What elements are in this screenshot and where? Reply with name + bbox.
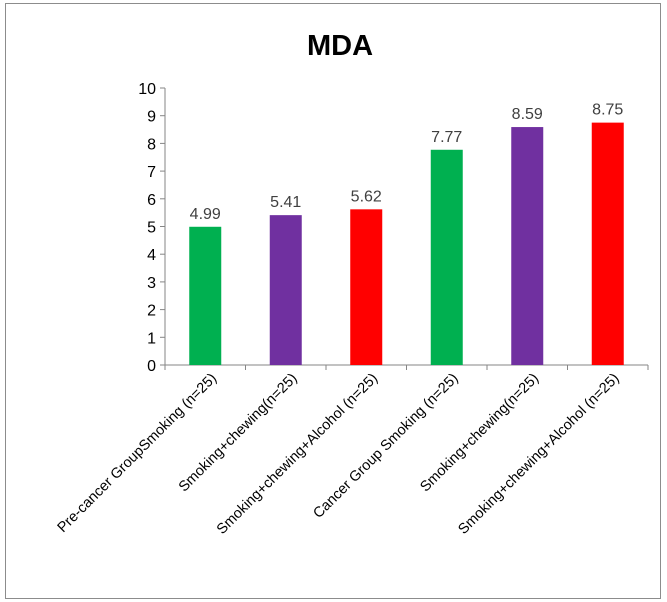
data-label: 8.75 [592,102,623,119]
bar [269,215,302,365]
bar [430,149,463,365]
bar [189,226,222,365]
y-tick-label: 1 [147,330,156,347]
y-tick-label: 7 [147,164,156,181]
chart-x-tick-labels: Pre-cancer GroupSmoking (n=25)Smoking+ch… [55,371,623,538]
bar [511,127,544,365]
y-tick-label: 0 [147,358,156,375]
data-label: 7.77 [431,129,462,146]
x-tick-label: Pre-cancer GroupSmoking (n=25) [55,371,220,536]
y-tick-label: 2 [147,303,156,320]
x-tick-label: Smoking+chewing+Alcohol (n=25) [214,371,381,538]
chart-axes: 0 1 2 3 4 5 6 7 8 9 10 [138,81,649,375]
y-tick-label: 5 [147,220,156,237]
x-tick-label: Smoking+chewing+Alcohol (n=25) [455,371,622,538]
chart-data-labels: 4.99 5.41 5.62 7.77 8.59 8.75 [190,102,624,223]
data-label: 8.59 [512,106,543,123]
y-tick-label: 8 [147,136,156,153]
data-label: 4.99 [190,206,221,223]
y-tick-label: 6 [147,192,156,209]
chart-bars [189,122,624,365]
data-label: 5.62 [351,188,382,205]
y-tick-label: 10 [138,81,156,98]
bar [591,122,624,365]
chart-frame [5,3,661,599]
bar [350,209,383,365]
x-tick-label: Cancer Group Smoking (n=25) [310,371,461,522]
data-label: 5.41 [270,194,301,211]
chart-title: MDA [307,30,373,62]
y-tick-label: 3 [147,275,156,292]
y-tick-label: 4 [147,247,156,264]
y-tick-label: 9 [147,109,156,126]
